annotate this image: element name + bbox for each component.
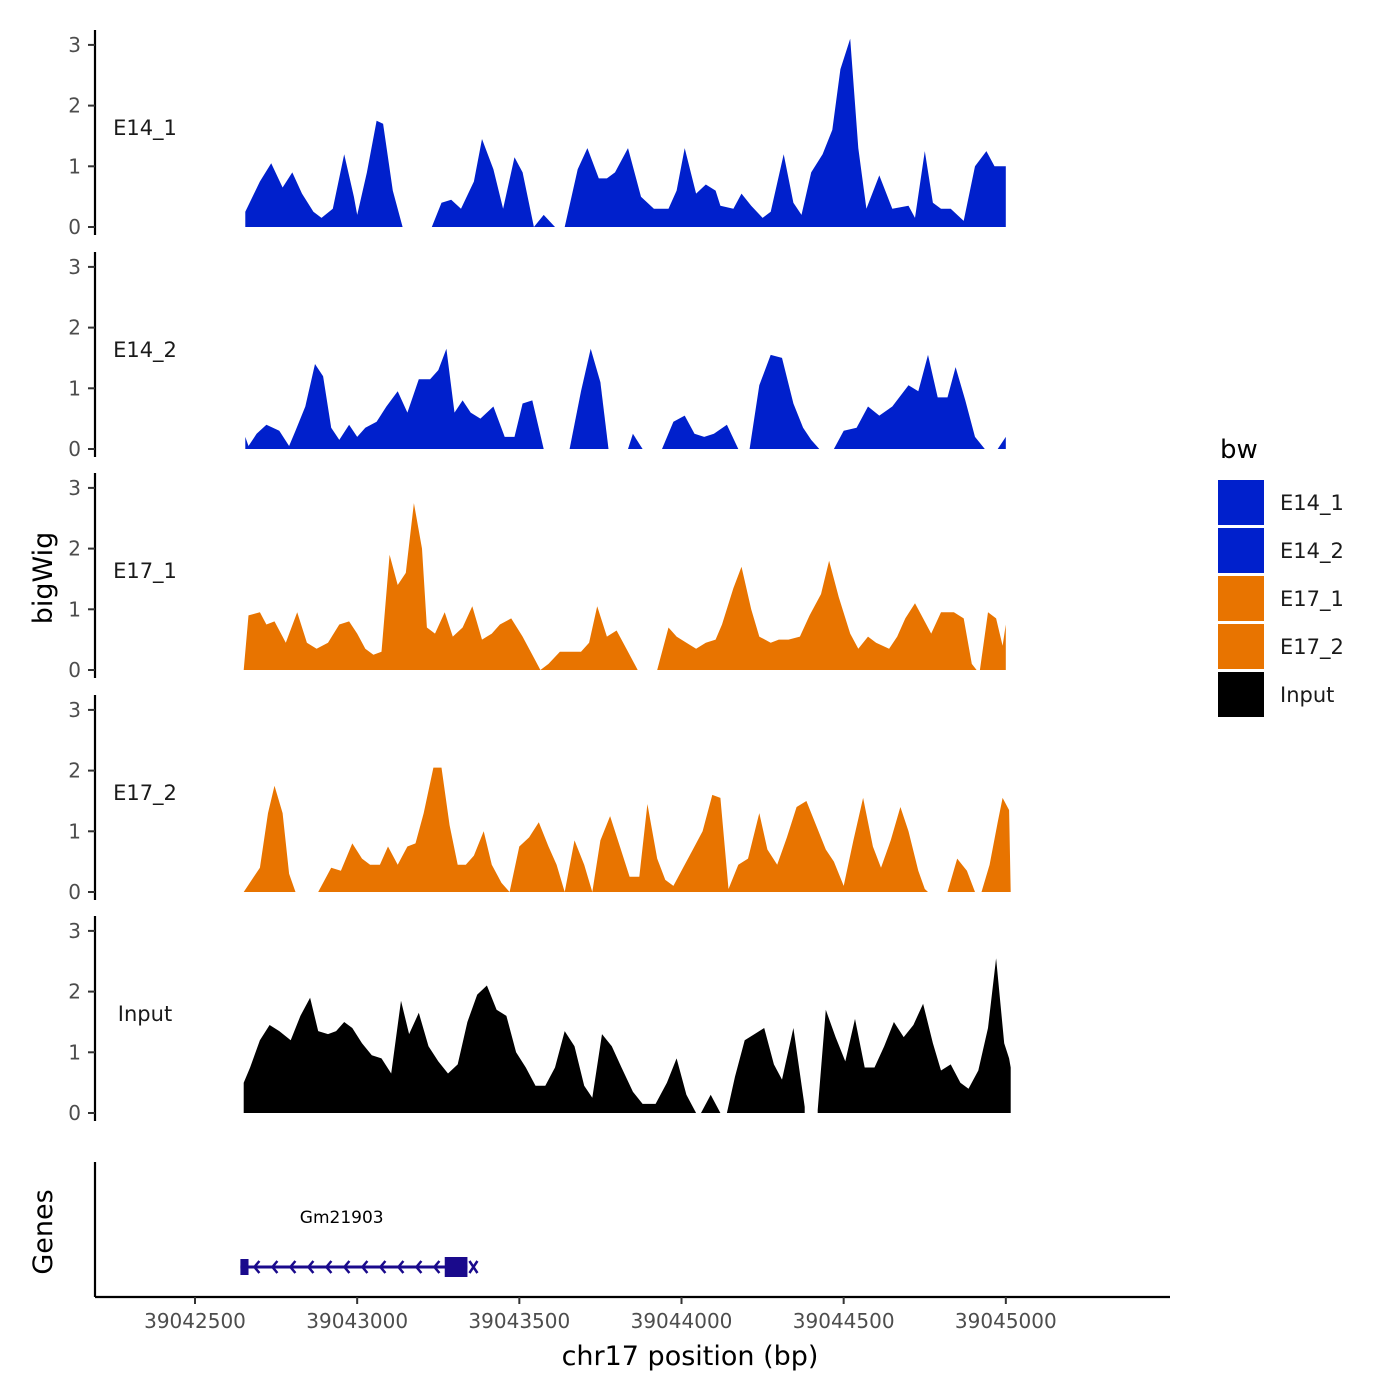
track-Input: 0 1 2 3 Input (68, 916, 1011, 1125)
coverage-area-E14_1 (245, 120, 403, 227)
strand-arrow (378, 1260, 387, 1274)
coverage-area-E17_2 (243, 785, 296, 892)
strand-arrow (414, 1260, 423, 1274)
track-label: E17_2 (113, 781, 177, 806)
coverage-area-Input (817, 958, 1011, 1113)
legend-title: bw (1220, 435, 1258, 465)
strand-arrow (306, 1260, 315, 1274)
legend-entry-Input: Input (1218, 672, 1334, 717)
coverage-area-E14_2 (245, 348, 544, 449)
gene-end-mark (468, 1260, 479, 1274)
legend-entry-E14_2: E14_2 (1218, 528, 1344, 573)
x-tick-label: 39044000 (631, 1309, 733, 1333)
x-tick-label: 39045000 (955, 1309, 1057, 1333)
coverage-area-Input (726, 1028, 805, 1113)
y-tick-label: 1 (68, 597, 81, 621)
legend-entry-E17_2: E17_2 (1218, 624, 1344, 669)
legend-swatch (1218, 624, 1264, 669)
y-tick-label: 1 (68, 154, 81, 178)
y-tick-label: 2 (68, 94, 81, 118)
coverage-area-E17_1 (243, 503, 638, 670)
x-tick-label: 39043500 (468, 1309, 570, 1333)
y-tick-label: 3 (68, 698, 81, 722)
coverage-area-E14_2 (749, 354, 820, 449)
genes-axis-title: Genes (28, 1189, 59, 1274)
y-tick-label: 2 (68, 759, 81, 783)
x-tick-label: 39042500 (144, 1309, 246, 1333)
strand-arrow (252, 1260, 261, 1274)
y-tick-label: 3 (68, 33, 81, 57)
coverage-area-E14_2 (833, 354, 985, 449)
strand-arrow (324, 1260, 333, 1274)
strand-arrow (396, 1260, 405, 1274)
track-E14_1: 0 1 2 3 E14_1 (68, 30, 1006, 239)
y-tick-label: 0 (68, 215, 81, 239)
legend-label: E17_2 (1280, 635, 1344, 660)
track-E14_2: 0 1 2 3 E14_2 (68, 252, 1006, 461)
coverage-area-E17_1 (979, 612, 1006, 670)
x-tick-label: 39043000 (306, 1309, 408, 1333)
legend-swatch (1218, 528, 1264, 573)
gene-Gm21903: Gm21903 (240, 1208, 479, 1277)
track-label: E14_1 (113, 116, 177, 141)
x-axis: 39042500 39043000 39043500 39044000 39044500… (95, 1295, 1170, 1333)
strand-arrow (288, 1260, 297, 1274)
y-tick-label: 1 (68, 376, 81, 400)
gene-exon (240, 1259, 249, 1275)
x-tick-label: 39044500 (793, 1309, 895, 1333)
legend-label: Input (1280, 683, 1334, 707)
gene-exon (444, 1257, 468, 1277)
legend-swatch (1218, 480, 1264, 525)
coverage-area-E17_2 (947, 858, 975, 892)
coverage-area-E17_2 (318, 767, 928, 892)
coverage-area-E17_1 (657, 560, 977, 670)
y-tick-label: 0 (68, 658, 81, 682)
track-E17_1: 0 1 2 3 E17_1 (68, 473, 1006, 682)
y-tick-label: 1 (68, 819, 81, 843)
coverage-area-E17_2 (981, 797, 1011, 892)
coverage-area-E14_1 (431, 139, 555, 227)
coverage-area-E14_2 (628, 433, 643, 449)
strand-arrow (270, 1260, 279, 1274)
strand-arrow (360, 1260, 369, 1274)
y-tick-label: 0 (68, 1101, 81, 1125)
y-tick-label: 3 (68, 476, 81, 500)
coverage-area-E14_2 (997, 436, 1006, 449)
track-panels: 0 1 2 3 E14_1 0 1 2 3 E14_2 0 1 2 3 E17_1 0 1 2 3 E17_2 0 1 2 3… (68, 30, 1011, 1125)
y-tick-label: 1 (68, 1040, 81, 1064)
y-tick-label: 2 (68, 316, 81, 340)
x-axis-title: chr17 position (bp) (562, 1341, 819, 1372)
legend-entry-E14_1: E14_1 (1218, 480, 1344, 525)
y-tick-label: 2 (68, 537, 81, 561)
coverage-area-E14_2 (569, 348, 609, 449)
coverage-area-Input (701, 1094, 721, 1113)
y-tick-label: 0 (68, 880, 81, 904)
y-tick-label: 0 (68, 437, 81, 461)
coverage-area-E14_1 (564, 38, 1006, 227)
legend-swatch (1218, 576, 1264, 621)
y-tick-label: 3 (68, 919, 81, 943)
strand-arrow (432, 1260, 441, 1274)
legend-label: E14_1 (1280, 491, 1344, 516)
y-tick-label: 2 (68, 980, 81, 1004)
legend-label: E14_2 (1280, 539, 1344, 564)
track-label: E17_1 (113, 559, 177, 584)
track-E17_2: 0 1 2 3 E17_2 (68, 695, 1011, 904)
coverage-area-Input (243, 985, 697, 1113)
coverage-area-E14_2 (662, 415, 739, 449)
legend: bw E14_1 E14_2 E17_1 E17_2 Input (1218, 435, 1344, 717)
strand-arrow (342, 1260, 351, 1274)
gene-label: Gm21903 (300, 1208, 384, 1228)
track-label: E14_2 (113, 338, 177, 363)
y-tick-label: 3 (68, 255, 81, 279)
track-label: Input (118, 1002, 172, 1026)
legend-label: E17_1 (1280, 587, 1344, 612)
legend-swatch (1218, 672, 1264, 717)
legend-entry-E17_1: E17_1 (1218, 576, 1344, 621)
y-axis-title: bigWig (28, 532, 59, 625)
genes-panel: Gm21903 (93, 1162, 479, 1297)
